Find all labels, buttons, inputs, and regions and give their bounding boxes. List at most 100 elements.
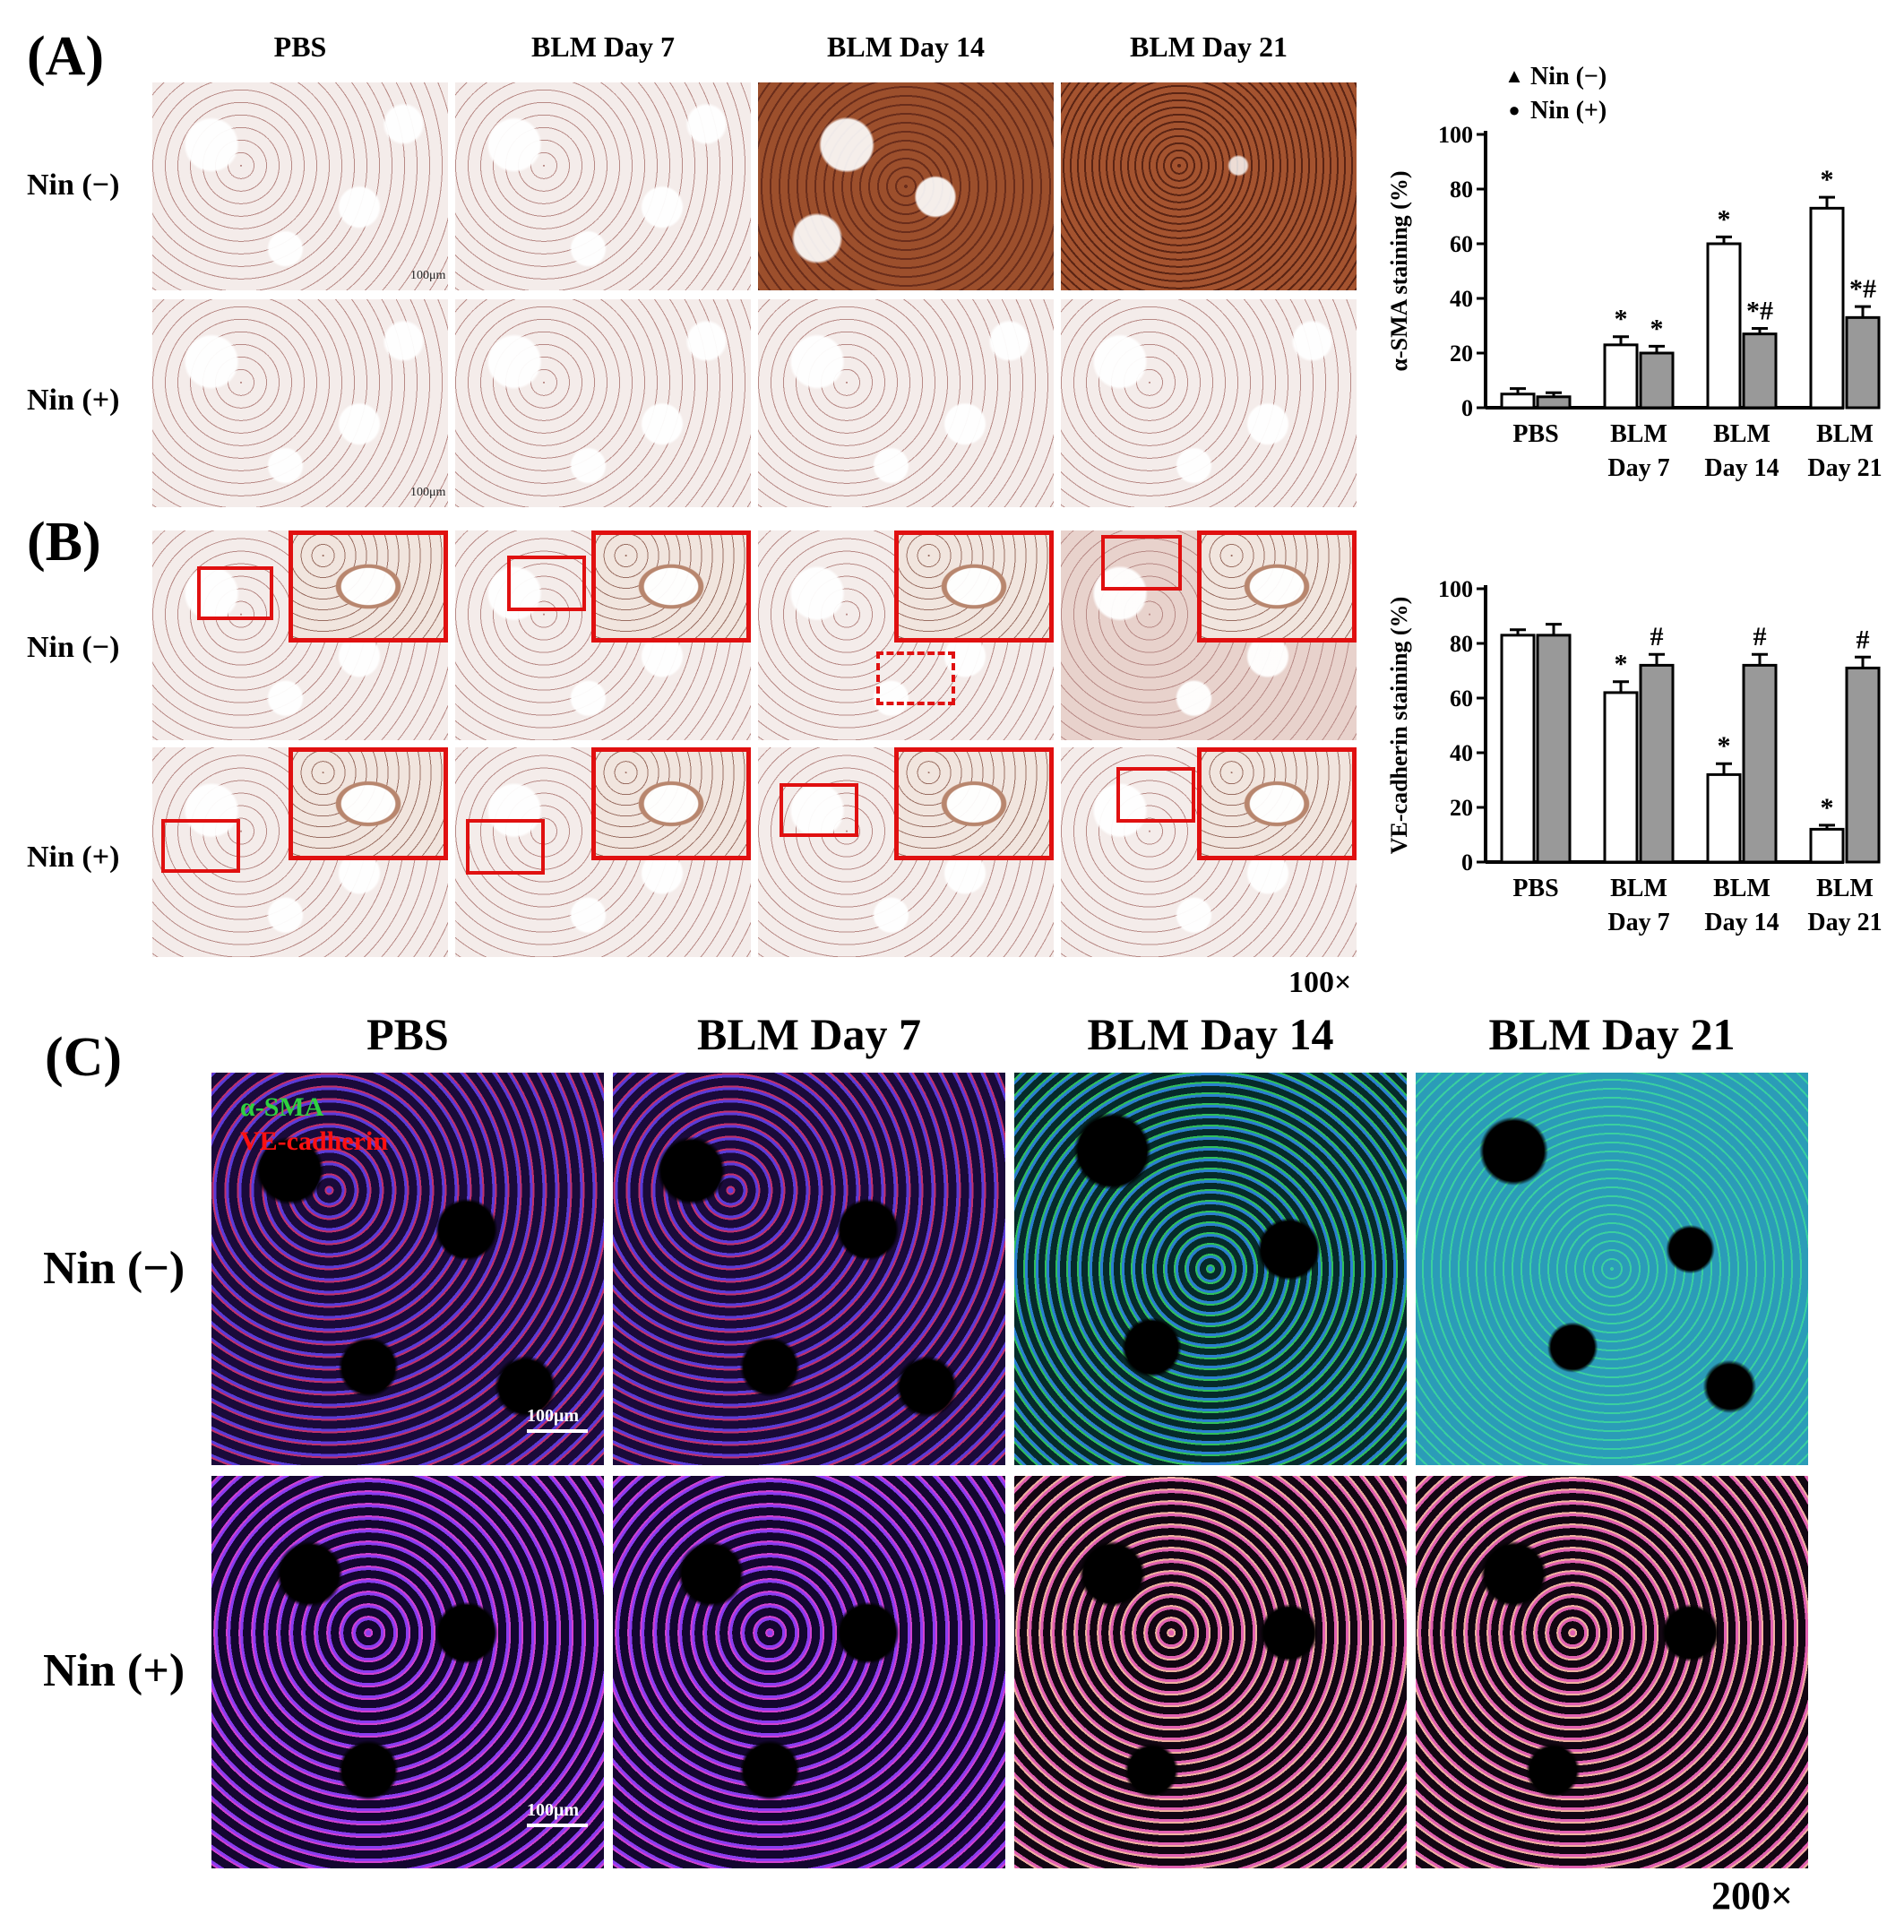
bar: [1500, 634, 1536, 864]
x-tick-label: Day 14: [1704, 454, 1779, 482]
scale-bar: [527, 1429, 588, 1433]
scale-bar-label: 100μm: [527, 1800, 579, 1820]
zoom-region-box: [1101, 535, 1182, 591]
zoom-region-box: [507, 556, 586, 611]
panel-c-row-nin-pos: Nin (+): [43, 1645, 185, 1696]
if-c-day7-nin-neg: [613, 1073, 1005, 1465]
zoom-region-box: [161, 819, 240, 873]
bar: [1809, 827, 1845, 864]
significance-marker: *: [1821, 793, 1834, 823]
y-tick-label: 80: [1450, 631, 1473, 657]
x-tick-label: BLM: [1816, 875, 1874, 902]
x-tick-label: Day 21: [1807, 909, 1882, 936]
magnification-label-200x: 200×: [1711, 1874, 1794, 1918]
significance-marker: *#: [1849, 274, 1876, 304]
panel-a-col-pbs: PBS: [273, 30, 327, 63]
bar: [1639, 351, 1675, 410]
zoom-inset: [289, 530, 448, 643]
if-c-day14-nin-neg: [1014, 1073, 1407, 1465]
if-c-pbs-nin-neg: α-SMA VE-cadherin 100μm: [211, 1073, 604, 1465]
panel-a-col-day21: BLM Day 21: [1130, 30, 1288, 63]
legend-alpha-sma: α-SMA: [240, 1092, 324, 1122]
significance-marker: *: [1718, 731, 1731, 761]
legend-label: Nin (−): [1530, 63, 1607, 91]
bar: [1536, 634, 1572, 864]
magnification-label-100x: 100×: [1288, 966, 1352, 999]
panel-a-row-nin-pos: Nin (+): [27, 384, 120, 417]
zoom-region-box: [1116, 767, 1195, 823]
y-axis-label: α-SMA staining (%): [1386, 171, 1412, 372]
ihc-a-day14-nin-pos: [758, 299, 1054, 507]
significance-marker: *: [1718, 204, 1731, 234]
if-c-day21-nin-neg: [1416, 1073, 1808, 1465]
zoom-inset: [894, 747, 1054, 860]
y-tick-label: 40: [1450, 286, 1473, 312]
scale-bar-label: 100μm: [410, 269, 446, 282]
x-tick-label: PBS: [1512, 875, 1558, 902]
panel-a-label: (A): [27, 26, 105, 87]
ihc-a-pbs-nin-neg: 100μm: [152, 82, 448, 290]
ihc-a-day21-nin-pos: [1061, 299, 1357, 507]
alpha-sma-bar-chart: α-SMA staining (%) 0 20 40 60 80 100 PBS * * BLM Da…: [1386, 63, 1882, 482]
panel-c-col-day14: BLM Day 14: [1087, 1009, 1334, 1059]
legend-marker: ●: [1508, 99, 1520, 121]
panel-b-label: (B): [27, 512, 101, 573]
ihc-a-day21-nin-neg: [1061, 82, 1357, 290]
panel-a-col-day14: BLM Day 14: [827, 30, 985, 63]
y-tick-label: 100: [1438, 122, 1473, 148]
y-tick-label: 20: [1450, 795, 1473, 821]
panel-c-label: (C): [45, 1027, 123, 1088]
bar: [1603, 691, 1639, 864]
bar: [1706, 772, 1742, 864]
zoom-region-box: [876, 651, 955, 705]
zoom-inset: [1197, 747, 1357, 860]
bar: [1706, 242, 1742, 410]
panel-a-row-nin-neg: Nin (−): [27, 168, 120, 202]
if-c-day7-nin-pos: [613, 1476, 1005, 1868]
x-tick-label: BLM: [1610, 875, 1667, 902]
panel-b-row-nin-neg: Nin (−): [27, 631, 120, 664]
significance-marker: *: [1650, 314, 1664, 343]
zoom-region-box: [780, 783, 858, 837]
panel-c-col-pbs: PBS: [366, 1009, 449, 1059]
y-tick-label: 0: [1461, 395, 1473, 421]
legend-ve-cadherin: VE-cadherin: [240, 1126, 388, 1156]
y-tick-label: 60: [1450, 686, 1473, 712]
x-tick-label: Day 14: [1704, 909, 1779, 936]
zoom-inset: [1197, 530, 1357, 643]
bar: [1500, 392, 1536, 410]
if-c-day21-nin-pos: [1416, 1476, 1808, 1868]
zoom-region-box: [197, 566, 273, 620]
panel-c-col-day7: BLM Day 7: [697, 1009, 921, 1059]
y-tick-label: 40: [1450, 740, 1473, 766]
panel-b-row-nin-pos: Nin (+): [27, 841, 120, 874]
panel-c-row-nin-neg: Nin (−): [43, 1243, 185, 1294]
y-tick-label: 0: [1461, 850, 1473, 875]
scale-bar-label: 100μm: [527, 1406, 579, 1426]
scale-bar-label: 100μm: [410, 486, 446, 499]
panel-c-col-day21: BLM Day 21: [1488, 1009, 1736, 1059]
zoom-inset: [591, 530, 751, 643]
x-tick-label: PBS: [1512, 420, 1558, 448]
x-tick-label: BLM: [1713, 875, 1770, 902]
legend-label: Nin (+): [1530, 97, 1607, 125]
bar: [1639, 663, 1675, 864]
bar: [1742, 663, 1778, 864]
significance-marker: #: [1857, 625, 1870, 654]
ve-cadherin-bar-chart: VE-cadherin staining (%) 0 20 40 60 80 100 PBS *…: [1386, 576, 1882, 936]
ihc-a-day7-nin-neg: [455, 82, 751, 290]
x-tick-label: BLM: [1610, 420, 1667, 448]
x-tick-label: Day 7: [1607, 909, 1669, 936]
ihc-a-day7-nin-pos: [455, 299, 751, 507]
zoom-inset: [289, 747, 448, 860]
bar: [1536, 395, 1572, 410]
bar: [1845, 666, 1881, 864]
y-axis-label: VE-cadherin staining (%): [1386, 597, 1412, 854]
x-tick-label: Day 21: [1807, 454, 1882, 482]
bar: [1809, 206, 1845, 410]
significance-marker: *: [1615, 650, 1628, 679]
x-tick-label: Day 7: [1607, 454, 1669, 482]
y-tick-label: 60: [1450, 231, 1473, 257]
zoom-inset: [591, 747, 751, 860]
legend-marker: ▲: [1504, 65, 1524, 87]
